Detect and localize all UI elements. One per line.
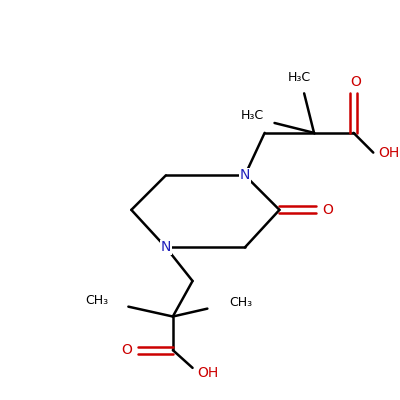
Text: O: O	[121, 343, 132, 357]
Text: H₃C: H₃C	[288, 71, 311, 84]
Text: H₃C: H₃C	[241, 108, 264, 122]
Text: OH: OH	[198, 366, 219, 380]
Text: CH₃: CH₃	[229, 296, 252, 309]
Text: N: N	[240, 168, 250, 182]
Text: CH₃: CH₃	[86, 294, 109, 307]
Text: OH: OH	[378, 146, 400, 160]
Text: O: O	[322, 203, 333, 217]
Text: O: O	[350, 74, 361, 88]
Text: N: N	[161, 240, 171, 254]
